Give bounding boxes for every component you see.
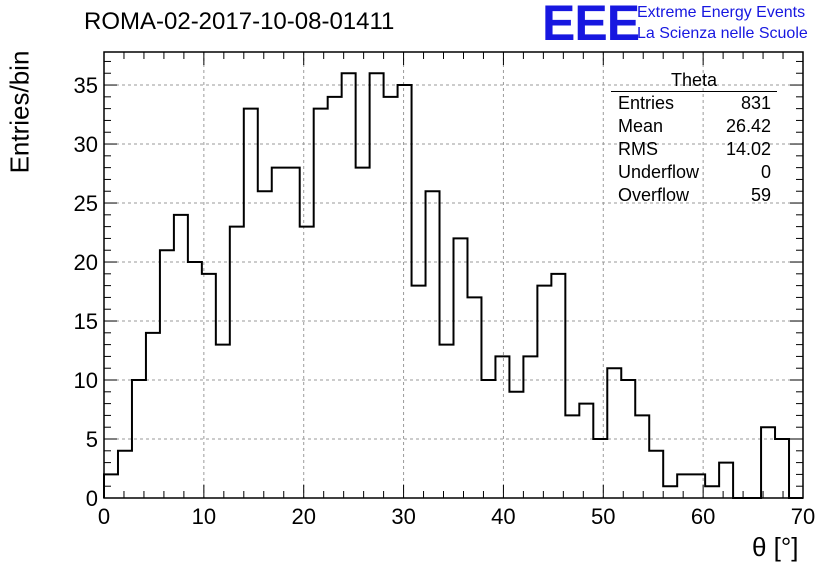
stats-label: Mean [618, 116, 664, 136]
stats-title: Theta [611, 70, 777, 92]
x-tick-label: 50 [591, 504, 615, 529]
y-tick-label: 20 [74, 250, 98, 275]
y-tick-label: 0 [86, 486, 98, 511]
logo-caption-line2: La Scienza nelle Scuole [637, 25, 808, 42]
stats-row-overflow: Overflow 59 [611, 184, 777, 207]
y-tick-label: 5 [86, 427, 98, 452]
y-tick-label: 35 [74, 73, 98, 98]
stats-label: Underflow [618, 162, 700, 182]
stats-label: RMS [618, 139, 658, 159]
stats-value: 0 [760, 162, 771, 182]
x-tick-label: 60 [691, 504, 715, 529]
stats-row-entries: Entries 831 [611, 92, 777, 115]
logo-caption-line1: Extreme Energy Events [637, 4, 806, 21]
stats-value: 26.42 [725, 116, 771, 136]
stats-label: Entries [618, 93, 675, 113]
run-title: ROMA-02-2017-10-08-01411 [84, 8, 395, 35]
eee-logo: EEE [542, 0, 640, 51]
stats-row-mean: Mean 26.42 [611, 115, 777, 138]
y-tick-label: 15 [74, 309, 98, 334]
stats-row-underflow: Underflow 0 [611, 161, 777, 184]
x-axis-label: θ [°] [752, 532, 799, 562]
stats-value: 831 [740, 93, 771, 113]
stats-box: Theta Entries 831 Mean 26.42 RMS 14.02 U… [611, 70, 777, 207]
y-axis-label: Entries/bin [4, 50, 35, 174]
histogram-outline [103, 72, 803, 499]
stats-value: 14.02 [725, 139, 771, 159]
stats-label: Overflow [618, 185, 690, 205]
y-tick-label: 25 [74, 191, 98, 216]
y-tick-label: 10 [74, 368, 98, 393]
x-tick-label: 30 [391, 504, 415, 529]
stats-row-rms: RMS 14.02 [611, 138, 777, 161]
x-tick-label: 0 [98, 504, 110, 529]
x-tick-label: 70 [791, 504, 815, 529]
plot-frame [103, 51, 804, 499]
x-tick-label: 10 [192, 504, 216, 529]
stats-value: 59 [750, 185, 771, 205]
x-tick-label: 20 [291, 504, 315, 529]
y-tick-label: 30 [74, 132, 98, 157]
x-tick-label: 40 [491, 504, 515, 529]
